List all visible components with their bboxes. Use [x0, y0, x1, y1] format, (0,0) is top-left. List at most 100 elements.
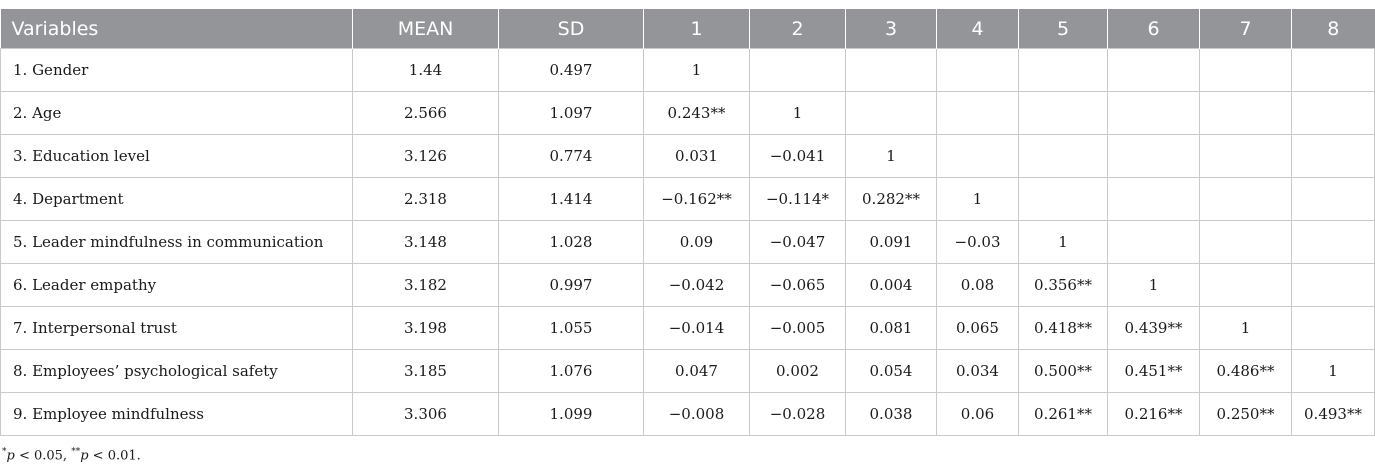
table-cell: 0.261**: [1018, 392, 1108, 436]
table-cell: 3.306: [352, 392, 499, 436]
table-cell: [1107, 220, 1200, 264]
table-cell: [1199, 134, 1292, 178]
table-cell: 0.091: [845, 220, 937, 264]
table-cell: [1291, 91, 1375, 135]
table-cell: [1199, 220, 1292, 264]
table-cell: 1: [643, 48, 750, 92]
table-cell: [749, 48, 846, 92]
table-cell: [1107, 177, 1200, 221]
table-cell: [1291, 220, 1375, 264]
footnote-star-1: *: [2, 447, 7, 457]
table-footnote: *p < 0.05, **p < 0.01.: [2, 447, 141, 463]
header-sd: SD: [498, 9, 644, 49]
header-col-4: 4: [936, 9, 1019, 49]
table-cell: 0.418**: [1018, 306, 1108, 350]
correlation-table: Variables MEAN SD 1 2 3 4 5 6 7 8 1. Gen…: [0, 9, 1375, 436]
table-cell: [1199, 48, 1292, 92]
variable-name-cell: 4. Department: [0, 177, 353, 221]
table-cell: 2.318: [352, 177, 499, 221]
table-cell: 0.997: [498, 263, 644, 307]
table-cell: 0.451**: [1107, 349, 1200, 393]
table-cell: 1.028: [498, 220, 644, 264]
variable-name-cell: 7. Interpersonal trust: [0, 306, 353, 350]
variable-name-cell: 2. Age: [0, 91, 353, 135]
table-cell: −0.03: [936, 220, 1019, 264]
table-cell: 0.243**: [643, 91, 750, 135]
table-cell: 0.047: [643, 349, 750, 393]
table-cell: 1: [936, 177, 1019, 221]
table-cell: [1018, 134, 1108, 178]
table-cell: [1291, 306, 1375, 350]
table-cell: 0.038: [845, 392, 937, 436]
table-cell: 0.054: [845, 349, 937, 393]
table-cell: [845, 91, 937, 135]
table-cell: 1: [749, 91, 846, 135]
table-cell: 0.081: [845, 306, 937, 350]
table-cell: 0.493**: [1291, 392, 1375, 436]
table-cell: −0.028: [749, 392, 846, 436]
variable-name-cell: 5. Leader mindfulness in communication: [0, 220, 353, 264]
header-col-8: 8: [1291, 9, 1375, 49]
table-cell: 3.148: [352, 220, 499, 264]
table-row: 3. Education level 3.126 0.774 0.031 −0.041 1: [0, 134, 1375, 178]
variable-name-cell: 8. Employees’ psychological safety: [0, 349, 353, 393]
table-cell: 3.126: [352, 134, 499, 178]
table-cell: [1291, 48, 1375, 92]
variable-name-cell: 6. Leader empathy: [0, 263, 353, 307]
table-cell: [1199, 91, 1292, 135]
header-col-2: 2: [749, 9, 846, 49]
variable-name-cell: 3. Education level: [0, 134, 353, 178]
header-mean: MEAN: [352, 9, 499, 49]
table-cell: −0.114*: [749, 177, 846, 221]
table-cell: 3.182: [352, 263, 499, 307]
table-cell: −0.005: [749, 306, 846, 350]
table-cell: 3.198: [352, 306, 499, 350]
table-cell: −0.041: [749, 134, 846, 178]
table-cell: [1291, 134, 1375, 178]
table-cell: 0.06: [936, 392, 1019, 436]
table-cell: −0.042: [643, 263, 750, 307]
table-row: 2. Age 2.566 1.097 0.243** 1: [0, 91, 1375, 135]
table-cell: [1107, 134, 1200, 178]
table-cell: −0.065: [749, 263, 846, 307]
table-cell: 0.439**: [1107, 306, 1200, 350]
table-cell: 1: [1291, 349, 1375, 393]
table-cell: [936, 91, 1019, 135]
table-cell: −0.014: [643, 306, 750, 350]
table-cell: 0.282**: [845, 177, 937, 221]
table-row: 1. Gender 1.44 0.497 1: [0, 48, 1375, 92]
header-col-6: 6: [1107, 9, 1200, 49]
table-cell: 1.414: [498, 177, 644, 221]
table-cell: −0.162**: [643, 177, 750, 221]
table-cell: 0.031: [643, 134, 750, 178]
header-col-5: 5: [1018, 9, 1108, 49]
table-cell: 0.500**: [1018, 349, 1108, 393]
header-col-1: 1: [643, 9, 750, 49]
table-cell: [1199, 177, 1292, 221]
table-cell: [845, 48, 937, 92]
table-cell: 0.034: [936, 349, 1019, 393]
table-cell: [1291, 177, 1375, 221]
table-cell: 0.774: [498, 134, 644, 178]
table-cell: 1: [1107, 263, 1200, 307]
table-row: 8. Employees’ psychological safety 3.185 1…: [0, 349, 1375, 393]
header-variables: Variables: [0, 9, 353, 49]
table-cell: 1.44: [352, 48, 499, 92]
table-cell: 0.250**: [1199, 392, 1292, 436]
header-col-3: 3: [845, 9, 937, 49]
table-cell: 0.497: [498, 48, 644, 92]
table-cell: [1018, 177, 1108, 221]
table-row: 4. Department 2.318 1.414 −0.162** −0.114* 0.…: [0, 177, 1375, 221]
table-row: 9. Employee mindfulness 3.306 1.099 −0.008−…: [0, 392, 1375, 436]
table-cell: [1018, 48, 1108, 92]
table-cell: 0.356**: [1018, 263, 1108, 307]
table-cell: 1.097: [498, 91, 644, 135]
table-cell: 0.08: [936, 263, 1019, 307]
table-cell: 1: [845, 134, 937, 178]
footnote-p-2: p: [80, 448, 89, 464]
table-cell: [936, 134, 1019, 178]
table-cell: [1107, 48, 1200, 92]
table-cell: 1.099: [498, 392, 644, 436]
table-cell: 0.216**: [1107, 392, 1200, 436]
table-cell: 3.185: [352, 349, 499, 393]
